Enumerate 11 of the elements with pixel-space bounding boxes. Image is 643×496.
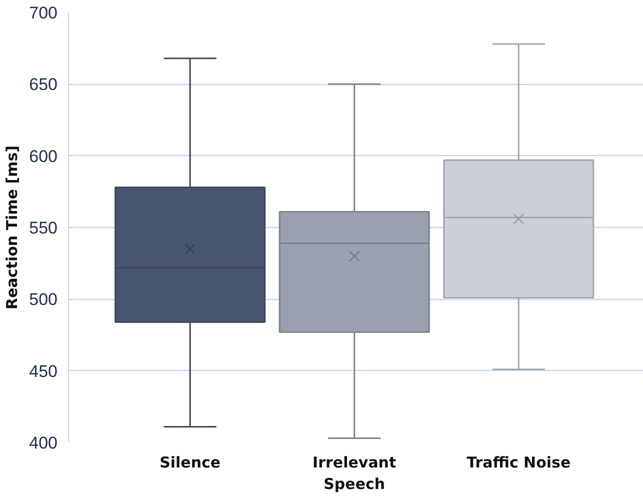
y-tick-label: 450 (29, 362, 58, 381)
y-tick-label: 650 (29, 75, 58, 94)
y-tick-label: 500 (29, 290, 58, 310)
x-tick-label: Traffic Noise (466, 454, 571, 472)
x-tick-label: Silence (160, 454, 221, 472)
y-tick-label: 400 (29, 434, 58, 452)
y-tick-label: 550 (29, 218, 58, 238)
y-axis-title: Reaction Time [ms] (3, 146, 22, 310)
y-tick-label: 700 (29, 4, 58, 22)
x-tick-label: Irrelevant Speech (312, 454, 396, 494)
y-tick-label: 600 (29, 146, 58, 166)
